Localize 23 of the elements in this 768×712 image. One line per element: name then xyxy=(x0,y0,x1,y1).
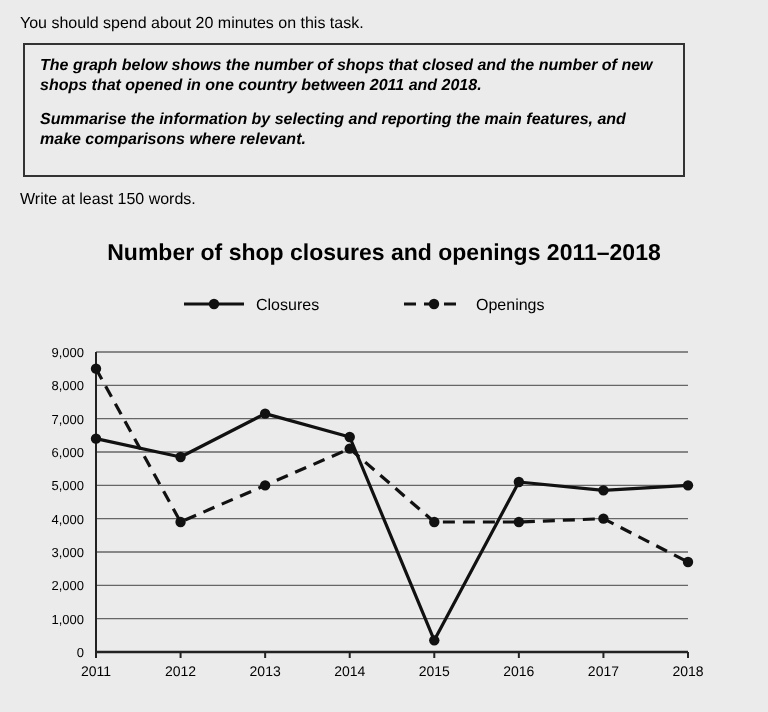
point xyxy=(344,431,355,443)
point xyxy=(682,480,694,491)
chart-title: Number of shop closures and openings 2011–2018 xyxy=(107,242,662,266)
point xyxy=(259,480,271,491)
point xyxy=(90,363,102,374)
text: The graph below shows the number of shops that closed and the number of new shops that opened in one country between 2011 and 2018. xyxy=(40,56,655,94)
point xyxy=(598,513,609,524)
text: Write at least 150 words. xyxy=(20,190,196,208)
text: You should spend about 20 minutes on this task. xyxy=(20,14,364,32)
point xyxy=(344,443,355,454)
point xyxy=(429,635,440,646)
point xyxy=(90,433,102,444)
point xyxy=(682,556,694,568)
point xyxy=(429,516,440,528)
point xyxy=(259,408,271,419)
point xyxy=(175,451,186,463)
point xyxy=(513,516,525,528)
point xyxy=(175,516,186,528)
text: Summarise the information by selecting and reporting the main features, and make comparisons where relevant. xyxy=(40,110,629,148)
legend-label: Closures xyxy=(256,296,320,314)
point xyxy=(598,485,609,496)
legend-label: Openings xyxy=(476,296,545,314)
point xyxy=(513,476,525,488)
